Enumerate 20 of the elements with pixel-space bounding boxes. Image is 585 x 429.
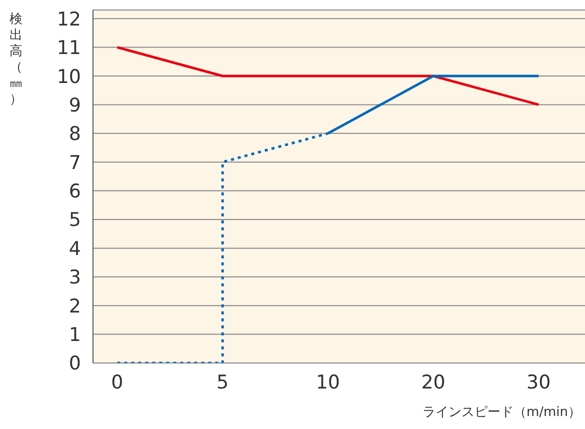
x-tick-label: 5 [216, 371, 229, 394]
x-axis-title: ラインスピード（m/min） [422, 404, 581, 421]
x-tick-label: 10 [316, 371, 340, 394]
y-tick-label: 8 [68, 123, 81, 146]
y-tick-label: 6 [68, 180, 81, 203]
y-tick-label: 5 [68, 209, 81, 232]
y-tick-label: 1 [68, 324, 81, 346]
x-tick-label: 30 [526, 371, 551, 394]
y-tick-label: 11 [56, 37, 81, 60]
y-tick-label: 7 [68, 152, 81, 174]
y-axis-title: 検出高（㎜） [8, 12, 24, 108]
y-tick-label: 3 [68, 266, 81, 289]
y-tick-label: 9 [68, 94, 81, 116]
y-tick-label: 2 [68, 295, 81, 318]
x-tick-label: 0 [111, 371, 124, 394]
y-tick-label: 12 [56, 8, 81, 30]
y-tick-label: 4 [68, 238, 81, 260]
y-tick-label: 0 [68, 352, 81, 375]
y-tick-label: 10 [56, 66, 81, 88]
x-tick-label: 20 [421, 371, 446, 394]
